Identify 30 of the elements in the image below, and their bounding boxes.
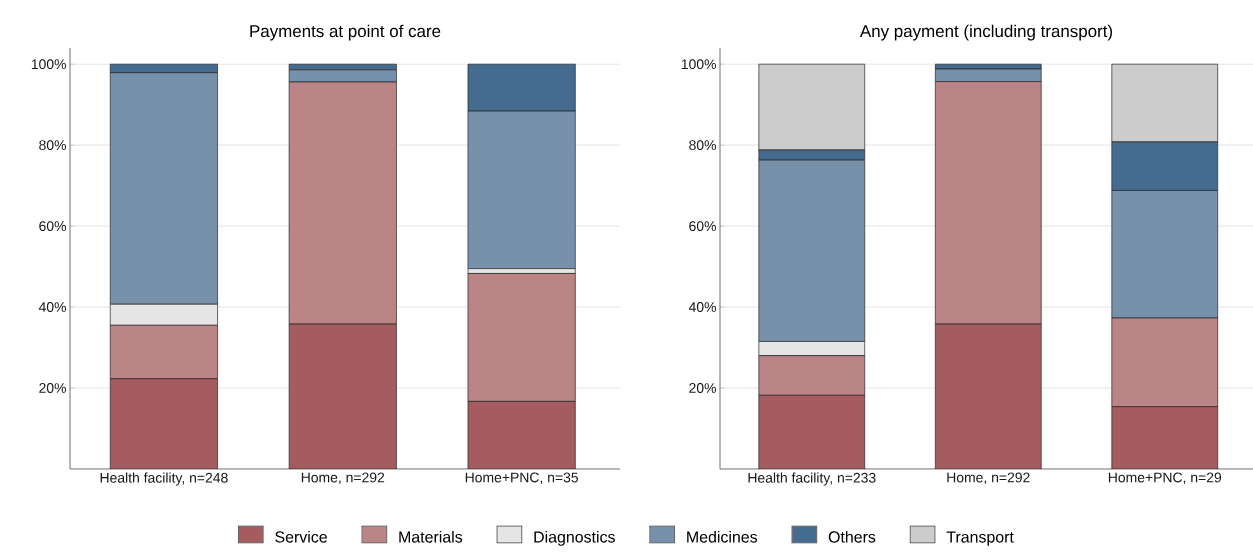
y-tick-label: 40% bbox=[688, 302, 716, 312]
legend-label: Others bbox=[828, 530, 876, 543]
x-tick-label: Health facility, n=248 bbox=[100, 472, 228, 486]
bar bbox=[934, 323, 1042, 469]
x-tick-label: Health facility, n=233 bbox=[748, 472, 876, 486]
y-tick-label: 60% bbox=[39, 221, 66, 232]
chart-title: Any payment (including transport) bbox=[859, 24, 1113, 41]
y-tick-label: 60% bbox=[689, 221, 716, 232]
bar bbox=[758, 394, 866, 469]
legend-label: Medicines bbox=[687, 530, 758, 543]
legend-label: Diagnostics bbox=[534, 530, 615, 546]
y-tick-label: 20% bbox=[39, 383, 66, 393]
x-tick-label: Home+PNC, n=35 bbox=[465, 472, 579, 485]
y-tick-label: 20% bbox=[689, 383, 716, 393]
chart-title: Payments at point of care bbox=[250, 24, 441, 41]
y-tick-label: 80% bbox=[39, 140, 66, 151]
bar bbox=[467, 401, 576, 469]
bar bbox=[288, 323, 397, 469]
y-tick-label: 100% bbox=[31, 59, 66, 70]
legend-label: Transport bbox=[946, 531, 1014, 546]
x-tick-label: Home, n=292 bbox=[947, 472, 1030, 485]
x-tick-label: Home, n=292 bbox=[301, 472, 385, 485]
y-tick-label: 40% bbox=[38, 302, 66, 312]
bar bbox=[109, 378, 218, 469]
legend-label: Service bbox=[275, 530, 327, 543]
y-tick-label: 80% bbox=[689, 140, 716, 151]
legend-label: Materials bbox=[399, 530, 463, 543]
bar bbox=[1111, 406, 1219, 469]
y-tick-label: 100% bbox=[681, 59, 716, 70]
x-tick-label: Home+PNC, n=29 bbox=[1108, 472, 1222, 485]
